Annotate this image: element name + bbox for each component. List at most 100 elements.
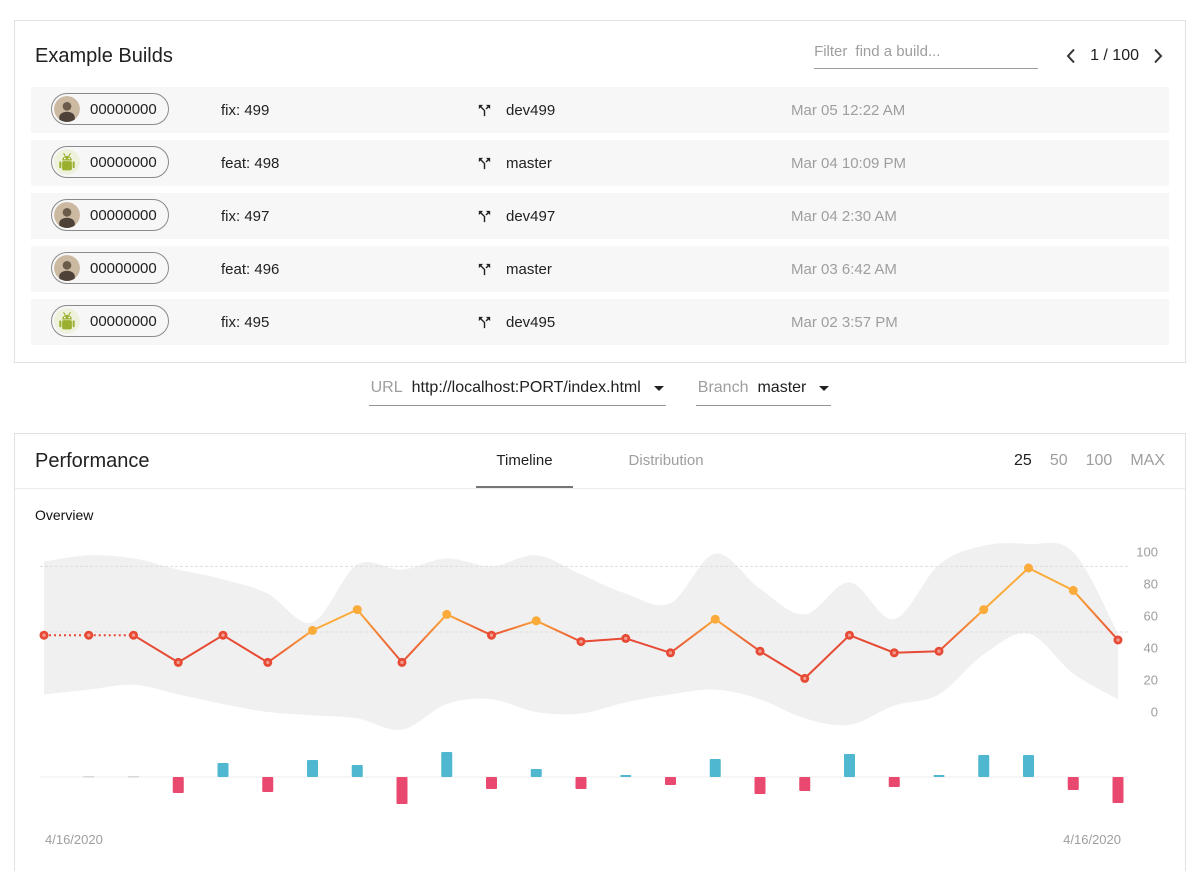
chart-bar-zero[interactable] [83,776,95,778]
table-row[interactable]: 00000000 fix: 495 dev495 Mar 02 3:57 PM [31,299,1169,345]
chart-bar[interactable] [1023,755,1034,777]
chart-bar[interactable] [351,765,363,777]
chart-point-center [489,633,494,637]
range-100[interactable]: 100 [1085,452,1113,469]
chart-point[interactable] [1024,563,1033,573]
branch-split-icon [478,210,491,222]
chart-bar[interactable] [396,777,408,804]
performance-title: Performance [35,449,150,472]
chart-point[interactable] [218,630,228,640]
range-50[interactable]: 50 [1049,452,1068,469]
y-axis-tick-label: 80 [1144,577,1158,592]
chart-bar[interactable] [799,777,811,791]
chart-point-center [847,633,852,637]
chart-bar[interactable] [754,777,766,794]
chart-bar[interactable] [709,759,721,777]
chart-bar[interactable] [1067,777,1079,790]
branch-cell: master [476,155,791,172]
comparison-controls: URL http://localhost:PORT/index.html Bra… [0,363,1200,433]
chart-point[interactable] [576,637,586,647]
chart-point[interactable] [1068,585,1078,595]
filter-input[interactable] [855,43,996,60]
example-builds-card: Example Builds Filter 1 / 100 [14,20,1186,363]
branch-select[interactable]: Branch master [695,379,832,406]
chart-band [44,542,1118,730]
y-axis-tick-label: 20 [1144,673,1158,688]
tab-distribution[interactable]: Distribution [628,451,704,469]
pager-prev-button[interactable] [1064,46,1078,66]
chart-point[interactable] [129,630,138,640]
chart-point[interactable] [934,646,944,656]
chart-bar[interactable] [307,760,318,777]
build-timestamp: Mar 05 12:22 AM [791,101,906,119]
chart-point[interactable] [800,673,810,683]
branch-cell: master [476,261,791,278]
chart-point[interactable] [666,648,675,658]
chart-bar[interactable] [172,777,184,793]
chart-bar[interactable] [1112,777,1124,803]
branch-name: dev499 [506,101,556,119]
chart-point[interactable] [1113,635,1123,645]
chart-point[interactable] [487,630,496,640]
commit-chip: 00000000 [51,252,169,284]
chevron-left-icon [1066,48,1075,64]
person-avatar-icon [54,96,80,122]
table-row[interactable]: 00000000 fix: 499 dev499 Mar 05 12:22 AM [31,87,1169,133]
chart-point-center [1116,638,1120,642]
branch-name: master [506,154,552,172]
chevron-right-icon [1154,48,1163,64]
table-row[interactable]: 00000000 feat: 496 master Mar 03 6:42 AM [31,246,1169,292]
chart-line-segment [580,637,626,643]
chart-point[interactable] [442,609,452,619]
timeline-chart[interactable]: 100 80 60 40 20 0 [15,535,1185,871]
commit-chip: 00000000 [51,146,169,178]
chart-point[interactable] [889,648,899,658]
chart-point[interactable] [39,630,49,640]
chart-bar-zero[interactable] [128,776,139,778]
chart-bar[interactable] [575,777,587,789]
chart-bar[interactable] [530,769,542,777]
chart-point[interactable] [531,616,541,626]
chart-bar[interactable] [486,777,497,789]
chart-point[interactable] [308,625,317,635]
url-select[interactable]: URL http://localhost:PORT/index.html [368,379,666,406]
chart-bar[interactable] [665,777,676,785]
chart-point[interactable] [845,630,854,640]
table-row[interactable]: 00000000 fix: 497 dev497 Mar 04 2:30 AM [31,193,1169,239]
chart-point[interactable] [755,646,765,656]
chart-line-segment [1072,589,1119,641]
chart-point-center [758,649,762,653]
chart-bar[interactable] [888,777,900,787]
x-axis-start-label: 4/16/2020 [45,832,103,847]
pager-next-button[interactable] [1151,46,1165,66]
commit-hash: 00000000 [90,312,157,330]
chart-point-center [176,660,180,665]
chart-bar[interactable] [844,754,855,777]
chart-point[interactable] [710,614,720,624]
chart-line-segment [177,634,224,664]
chart-point[interactable] [397,657,407,667]
chart-point[interactable] [621,633,631,643]
range-max[interactable]: MAX [1130,452,1165,469]
range-25[interactable]: 25 [1014,452,1032,469]
branch-select-value: master [757,379,807,396]
chart-bar[interactable] [620,775,632,777]
commit-hash: 00000000 [90,153,157,171]
chart-point[interactable] [84,630,94,640]
chart-point[interactable] [173,657,183,667]
chart-point[interactable] [352,605,362,615]
chart-point-center [400,660,404,665]
commit-hash: 00000000 [90,259,157,277]
build-timestamp: Mar 03 6:42 AM [791,260,897,278]
branch-split-icon [478,104,491,116]
tab-timeline[interactable]: Timeline [476,434,573,488]
chart-bar[interactable] [262,777,274,792]
chart-bar[interactable] [217,763,229,777]
chart-point[interactable] [263,657,273,667]
chart-point[interactable] [979,605,989,615]
table-row[interactable]: 00000000 feat: 498 master Mar 04 10:09 P… [31,140,1169,186]
y-axis-tick-label: 100 [1136,545,1158,560]
chart-bar[interactable] [441,752,453,777]
chart-bar[interactable] [933,775,945,777]
chart-bar[interactable] [978,755,990,777]
